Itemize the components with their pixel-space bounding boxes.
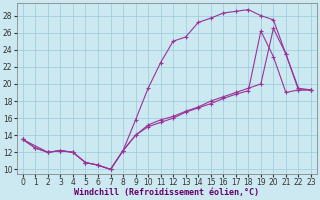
X-axis label: Windchill (Refroidissement éolien,°C): Windchill (Refroidissement éolien,°C) [74, 188, 260, 197]
